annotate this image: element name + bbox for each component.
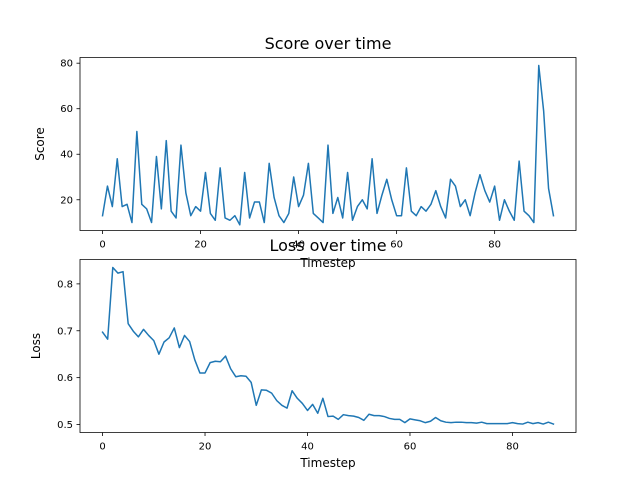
- score-plot-frame: [79, 57, 577, 231]
- loss-x-tick-label: 20: [199, 442, 212, 453]
- loss-series-line: [101, 266, 555, 426]
- loss-y-tick-label: 0.7: [57, 326, 73, 337]
- loss-y-tick-label: 0.8: [57, 279, 73, 290]
- loss-x-tick-label: 60: [404, 442, 417, 453]
- loss-ticks: 0 20 40 60 80 0.5 0.6 0.7 0.8: [57, 279, 519, 452]
- loss-chart: 0 20 40 60 80 0.5 0.6 0.7 0.8 Loss over time Tim…: [29, 236, 577, 470]
- loss-x-tick-label: 80: [506, 442, 519, 453]
- loss-x-tick-label: 40: [301, 442, 314, 453]
- score-series-line: [101, 64, 555, 226]
- score-y-tick-label: 20: [60, 195, 73, 206]
- loss-y-tick-label: 0.6: [57, 373, 73, 384]
- score-y-axis-label: Score: [33, 127, 47, 161]
- score-y-tick-label: 80: [60, 59, 73, 70]
- score-y-tick-label: 40: [60, 150, 73, 161]
- score-x-tick-label: 60: [390, 240, 403, 251]
- score-ticks: 0 20 40 60 80 20 40 60 80: [60, 59, 501, 251]
- loss-x-tick-label: 0: [99, 442, 105, 453]
- score-chart-title: Score over time: [265, 34, 392, 53]
- score-chart: 0 20 40 60 80 20 40 60 80 Score over time Timest…: [33, 34, 577, 270]
- score-x-tick-label: 80: [488, 240, 501, 251]
- score-x-axis-label: Timestep: [299, 256, 355, 270]
- loss-y-axis-label: Loss: [29, 333, 43, 359]
- score-x-tick-label: 20: [194, 240, 207, 251]
- score-x-tick-label: 0: [99, 240, 105, 251]
- score-y-tick-label: 60: [60, 104, 73, 115]
- loss-y-tick-label: 0.5: [57, 420, 73, 431]
- loss-chart-title: Loss over time: [269, 236, 386, 255]
- score-x-tick-label: 40: [292, 240, 305, 251]
- loss-plot-frame: [79, 259, 577, 433]
- loss-x-axis-label: Timestep: [299, 456, 355, 470]
